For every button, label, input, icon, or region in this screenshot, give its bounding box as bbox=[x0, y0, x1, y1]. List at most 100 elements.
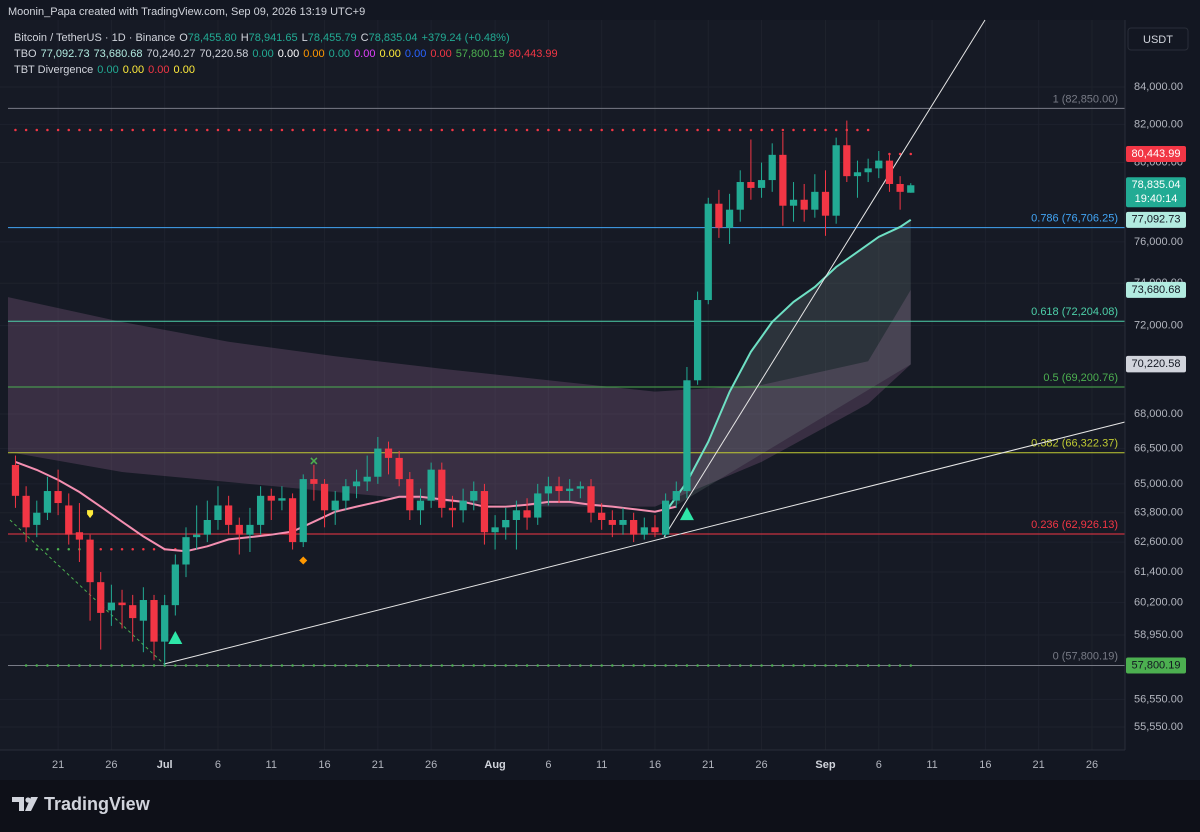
x-tick-label: 6 bbox=[545, 759, 551, 771]
candle-body bbox=[203, 520, 211, 535]
candle bbox=[331, 491, 339, 525]
candle bbox=[139, 587, 147, 653]
legend-item: TBO bbox=[14, 48, 37, 60]
legend-item: 0.00 bbox=[174, 64, 195, 76]
candle bbox=[299, 474, 307, 548]
signal-triangle bbox=[679, 507, 694, 521]
candle bbox=[150, 594, 158, 661]
candle-body bbox=[789, 199, 798, 206]
candle bbox=[576, 481, 584, 499]
candle bbox=[256, 486, 265, 535]
candle-body bbox=[661, 500, 670, 535]
signal-cross bbox=[310, 457, 318, 465]
candle bbox=[235, 517, 243, 555]
candle bbox=[352, 469, 361, 499]
candle-body bbox=[566, 488, 574, 492]
x-tick-label: 21 bbox=[702, 759, 714, 771]
legend-item: 0.00 bbox=[148, 64, 169, 76]
price-tag bbox=[1126, 356, 1186, 373]
price-tag-label: 80,443.99 bbox=[1132, 148, 1181, 160]
candle-body bbox=[235, 524, 243, 535]
candle-body bbox=[54, 491, 62, 504]
candle bbox=[757, 162, 766, 198]
candle bbox=[161, 594, 169, 666]
legend: Bitcoin / TetherUS · 1D · Binance O 78,455… bbox=[14, 32, 558, 76]
candle-body bbox=[384, 448, 393, 458]
candle bbox=[566, 479, 574, 501]
price-tag bbox=[1126, 281, 1186, 298]
legend-item: 57,800.19 bbox=[456, 48, 505, 60]
candle-body bbox=[747, 182, 755, 188]
candle bbox=[864, 158, 872, 183]
candle-body bbox=[832, 145, 840, 216]
candle bbox=[789, 182, 798, 222]
candle bbox=[107, 584, 116, 626]
signal-shield bbox=[87, 510, 94, 519]
legend-item: 0.00 bbox=[405, 48, 426, 60]
candle-body bbox=[448, 507, 457, 511]
fib-label: 0.236 (62,926.13) bbox=[1031, 519, 1118, 531]
fib-label: 0.786 (76,706.25) bbox=[1031, 213, 1118, 225]
candle-body bbox=[757, 180, 766, 188]
y-tick-label: 60,200.00 bbox=[1134, 596, 1183, 608]
legend-item: 0.00 bbox=[329, 48, 350, 60]
candle-body bbox=[363, 476, 371, 482]
legend-item: TBT Divergence bbox=[14, 64, 93, 76]
candle bbox=[811, 174, 819, 218]
legend-item: 78,835.04 bbox=[369, 32, 418, 44]
candle-body bbox=[352, 481, 361, 487]
axes: 84,000.0082,000.0080,000.0076,000.0074,0… bbox=[52, 81, 1186, 771]
candle bbox=[75, 503, 84, 562]
candle bbox=[182, 527, 190, 578]
x-tick-label: 21 bbox=[372, 759, 384, 771]
signal-diamond bbox=[299, 556, 308, 565]
candle-body bbox=[534, 493, 542, 518]
legend-item: C bbox=[361, 32, 369, 44]
legend-item: 0.00 bbox=[430, 48, 451, 60]
candle bbox=[86, 534, 94, 621]
candle-body bbox=[299, 479, 307, 543]
candle-body bbox=[768, 154, 776, 181]
candle bbox=[491, 515, 499, 550]
candle bbox=[544, 476, 553, 506]
candle-body bbox=[470, 491, 478, 501]
candle-body bbox=[65, 505, 73, 535]
candle-body bbox=[630, 520, 638, 535]
candle bbox=[310, 464, 318, 501]
price-tag-label: 77,092.73 bbox=[1132, 214, 1181, 226]
x-tick-label: Aug bbox=[484, 759, 505, 771]
y-tick-label: 76,000.00 bbox=[1134, 236, 1183, 248]
legend-item: 0.00 bbox=[252, 48, 273, 60]
candle bbox=[821, 170, 830, 236]
candle bbox=[118, 589, 126, 629]
candle bbox=[203, 500, 211, 543]
candle-body bbox=[544, 486, 553, 494]
candle bbox=[832, 137, 840, 224]
candle bbox=[416, 488, 425, 525]
candle-body bbox=[555, 486, 563, 492]
currency-button[interactable] bbox=[1127, 27, 1189, 51]
legend-item: 78,455.79 bbox=[308, 32, 357, 44]
candle bbox=[406, 472, 414, 521]
candle-body bbox=[267, 495, 275, 501]
brand-name: TradingView bbox=[44, 794, 151, 814]
candle bbox=[534, 483, 542, 525]
candle-body bbox=[693, 300, 702, 381]
candle-body bbox=[896, 183, 904, 192]
legend-item: O bbox=[179, 32, 188, 44]
x-tick-label: 26 bbox=[1086, 759, 1098, 771]
candle bbox=[22, 486, 30, 543]
candle bbox=[630, 512, 638, 543]
candle bbox=[438, 462, 446, 518]
candle bbox=[725, 193, 734, 244]
candle bbox=[715, 189, 723, 238]
candle-body bbox=[107, 602, 116, 611]
currency-label[interactable]: USDT bbox=[1143, 34, 1173, 46]
candle-body bbox=[86, 539, 94, 583]
logo-shape bbox=[12, 797, 24, 811]
x-tick-label: Jul bbox=[157, 759, 173, 771]
candle bbox=[736, 170, 744, 222]
candle-body bbox=[416, 500, 425, 511]
candle-body bbox=[193, 534, 201, 538]
